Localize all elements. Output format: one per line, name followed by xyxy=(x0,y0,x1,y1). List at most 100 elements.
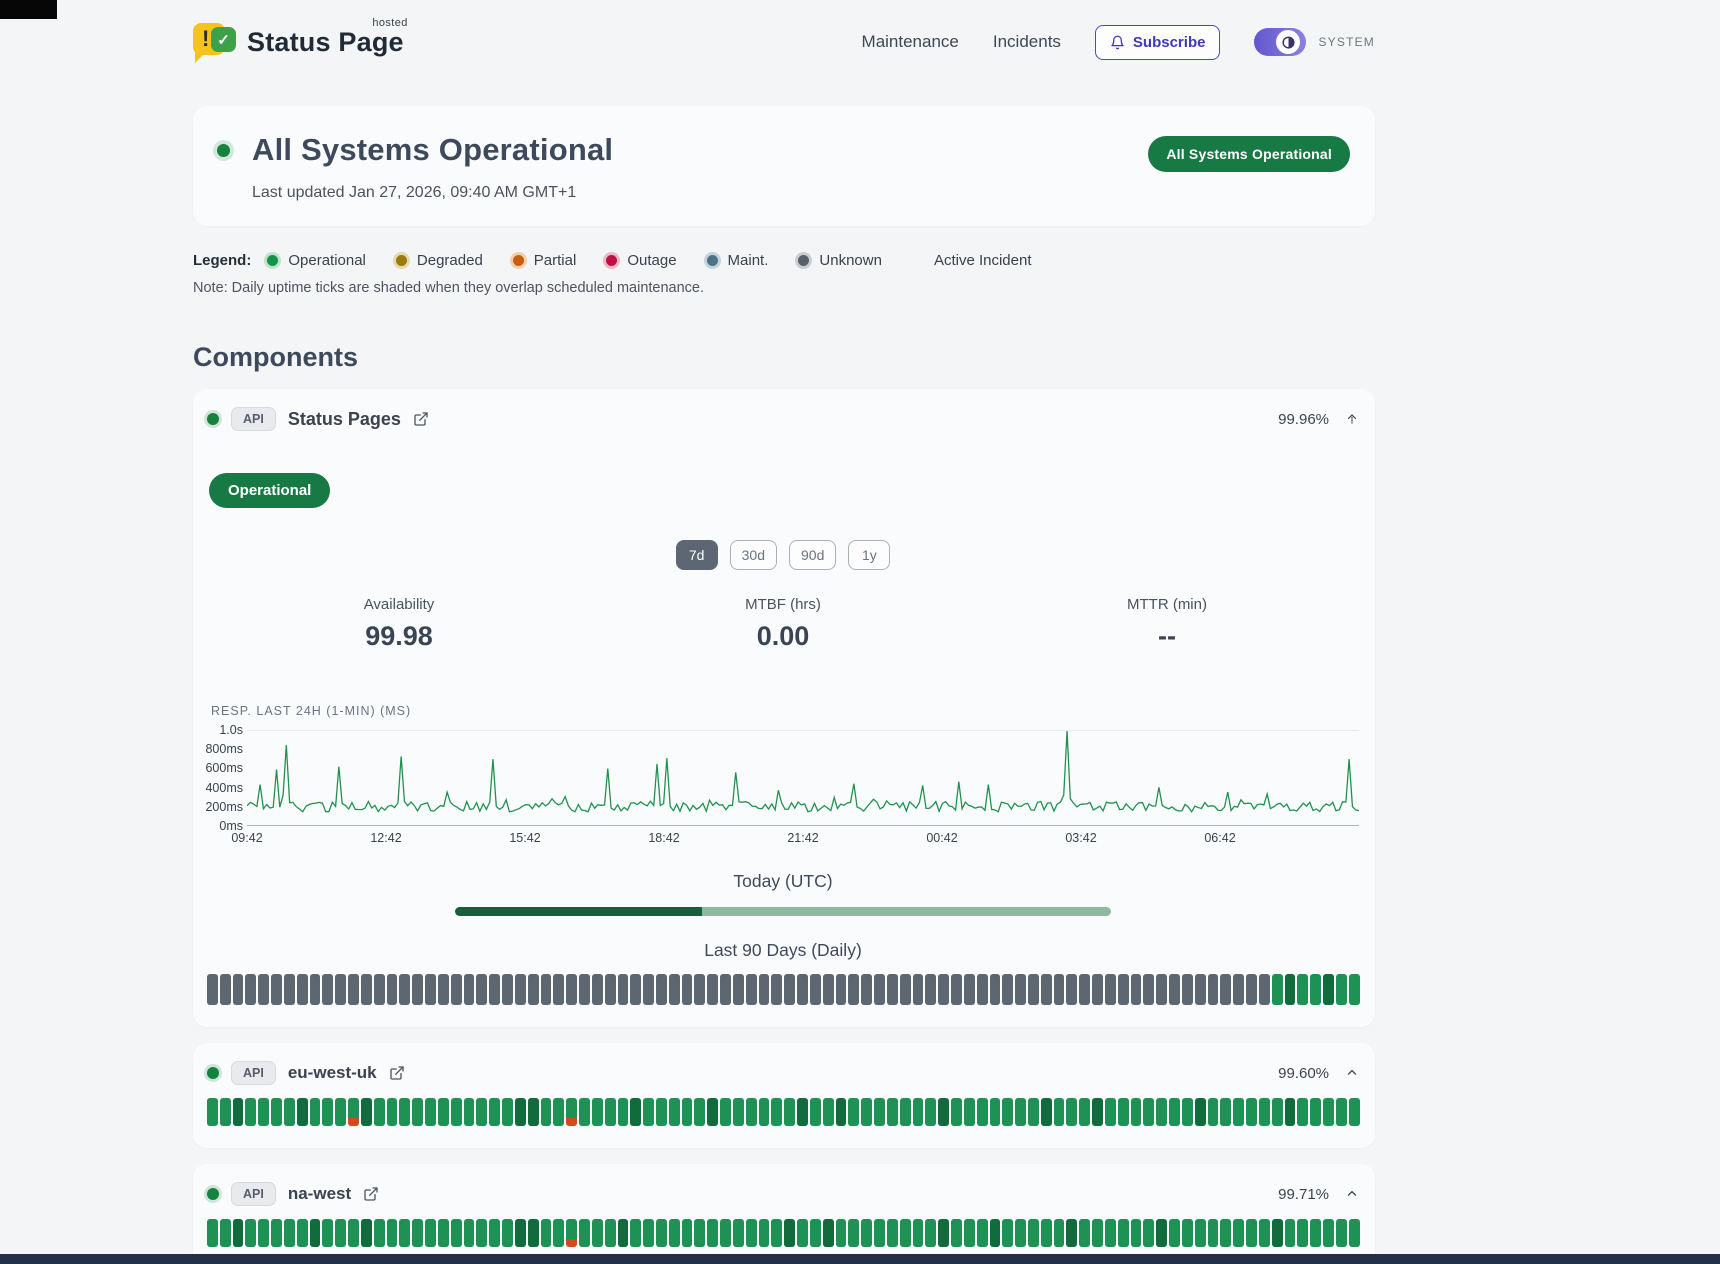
uptime-tick xyxy=(514,1219,526,1247)
uptime-tick xyxy=(271,974,282,1005)
nav-maintenance[interactable]: Maintenance xyxy=(861,32,959,51)
theme-toggle[interactable] xyxy=(1254,28,1307,56)
component-name-link[interactable]: eu-west-uk xyxy=(287,1063,377,1082)
uptime-tick xyxy=(527,1098,539,1126)
subscribe-button[interactable]: Subscribe xyxy=(1094,24,1221,60)
uptime-tick xyxy=(258,974,270,1005)
uptime-tick xyxy=(963,1098,975,1126)
uptime-tick xyxy=(1079,1098,1091,1126)
uptime-tick xyxy=(309,974,321,1005)
uptime-tick xyxy=(360,1219,372,1247)
uptime-tick xyxy=(232,1219,244,1247)
uptime-tick xyxy=(1310,974,1322,1005)
uptime-tick xyxy=(912,1219,924,1247)
stat-mttr-label: MTTR (min) xyxy=(1127,596,1207,613)
chart-plot-area xyxy=(247,730,1359,826)
uptime-tick xyxy=(1220,974,1232,1005)
chart-x-tick: 18:42 xyxy=(648,831,680,845)
uptime-tick xyxy=(899,974,911,1005)
uptime-tick xyxy=(219,974,231,1005)
component-name-link[interactable]: Status Pages xyxy=(287,408,401,429)
range-button-30d[interactable]: 30d xyxy=(729,540,777,570)
uptime-tick xyxy=(809,1098,821,1126)
uptime-tick xyxy=(1194,1098,1206,1126)
uptime-tick xyxy=(463,1219,475,1247)
legend-dot xyxy=(267,255,279,266)
uptime-tick xyxy=(502,1219,513,1247)
uptime-ticks-90d xyxy=(207,974,1360,1005)
component-name-link[interactable]: na-west xyxy=(287,1184,352,1203)
chart-x-tick: 06:42 xyxy=(1204,831,1236,845)
legend-active-incident: Active Incident xyxy=(933,252,1032,269)
uptime-tick xyxy=(1143,1219,1155,1247)
expand-chevron-icon[interactable] xyxy=(1345,1187,1359,1201)
last-updated-text: Last updated Jan 27, 2026, 09:40 AM GMT+… xyxy=(252,184,577,201)
uptime-tick xyxy=(989,974,1001,1005)
external-link-icon[interactable] xyxy=(363,1186,379,1202)
uptime-tick xyxy=(938,1219,950,1247)
range-button-1y[interactable]: 1y xyxy=(848,540,891,570)
uptime-tick xyxy=(1117,974,1129,1005)
uptime-tick xyxy=(874,1219,885,1247)
uptime-tick xyxy=(540,1219,552,1247)
uptime-tick xyxy=(296,1098,308,1126)
uptime-tick xyxy=(925,1098,937,1126)
legend-item-degraded: Degraded xyxy=(395,252,483,269)
logo[interactable]: ! ✓ Status Page hosted xyxy=(193,17,407,63)
uptime-tick xyxy=(591,1098,603,1126)
range-selector: 7d 30d 90d 1y xyxy=(207,540,1359,570)
uptime-tick xyxy=(604,974,616,1005)
component-uptime: 99.96% xyxy=(1278,410,1329,428)
chart-y-tick: 400ms xyxy=(205,780,243,795)
external-link-icon[interactable] xyxy=(389,1065,405,1081)
collapse-arrow-icon[interactable] xyxy=(1345,412,1359,426)
uptime-tick xyxy=(296,1219,308,1247)
legend-label: Legend: xyxy=(193,252,252,269)
uptime-tick xyxy=(283,974,295,1005)
today-utc-label: Today (UTC) xyxy=(733,871,833,891)
uptime-tick xyxy=(1066,1219,1078,1247)
uptime-tick xyxy=(989,1098,1001,1126)
uptime-tick xyxy=(630,1098,642,1126)
uptime-tick xyxy=(322,974,334,1005)
uptime-tick xyxy=(540,1098,552,1126)
uptime-tick xyxy=(1258,1219,1270,1247)
uptime-tick xyxy=(707,1098,719,1126)
uptime-tick xyxy=(348,1098,359,1126)
uptime-tick xyxy=(745,974,757,1005)
uptime-tick xyxy=(360,974,372,1005)
stat-mtbf-label: MTBF (hrs) xyxy=(745,596,821,613)
uptime-tick xyxy=(1284,1098,1296,1126)
uptime-tick xyxy=(886,974,898,1005)
uptime-tick xyxy=(784,1219,796,1247)
expand-chevron-icon[interactable] xyxy=(1345,1066,1359,1080)
uptime-tick xyxy=(861,1219,873,1247)
uptime-tick xyxy=(797,974,808,1005)
range-button-90d[interactable]: 90d xyxy=(789,540,837,570)
uptime-tick xyxy=(450,1219,462,1247)
component-type-chip: API xyxy=(231,1061,276,1085)
uptime-tick xyxy=(232,974,244,1005)
uptime-tick xyxy=(1053,974,1065,1005)
uptime-tick xyxy=(399,1098,411,1126)
uptime-tick xyxy=(1310,1098,1322,1126)
external-link-icon[interactable] xyxy=(413,411,429,427)
range-button-7d[interactable]: 7d xyxy=(675,540,718,570)
nav-incidents[interactable]: Incidents xyxy=(992,32,1061,51)
uptime-tick xyxy=(283,1098,295,1126)
uptime-tick xyxy=(579,974,590,1005)
component-type-chip: API xyxy=(231,407,276,431)
uptime-tick xyxy=(296,974,308,1005)
uptime-tick xyxy=(1169,1219,1180,1247)
uptime-tick xyxy=(1181,1219,1193,1247)
uptime-tick xyxy=(591,974,603,1005)
uptime-tick xyxy=(617,1098,629,1126)
uptime-tick xyxy=(489,1219,501,1247)
uptime-tick xyxy=(540,974,552,1005)
uptime-tick xyxy=(643,1219,654,1247)
overall-status-badge: All Systems Operational xyxy=(1148,136,1350,172)
uptime-tick xyxy=(720,1098,731,1126)
components-heading: Components xyxy=(193,342,358,372)
uptime-tick xyxy=(322,1219,334,1247)
uptime-tick xyxy=(886,1219,898,1247)
